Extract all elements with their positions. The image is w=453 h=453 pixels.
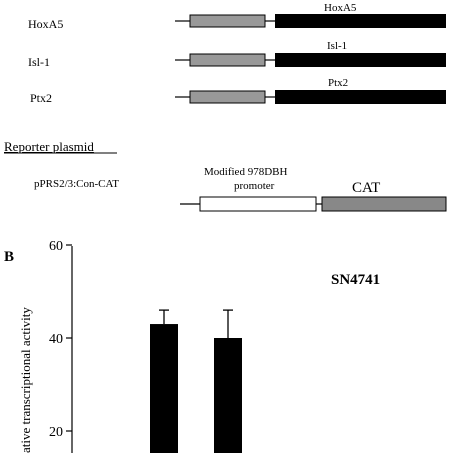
construct-label-hoxa5: HoxA5: [28, 17, 63, 31]
grey-segment-isl1: [189, 53, 266, 67]
y-axis-label: ative transcriptional activity: [18, 307, 33, 453]
chart-b: 20 40 60: [49, 239, 242, 453]
construct-ptx2: Ptx2 Ptx2: [30, 77, 446, 105]
grey-segment-hoxa5: [189, 14, 266, 28]
reporter-heading: Reporter plasmid: [4, 139, 94, 154]
promoter-box: [199, 196, 317, 212]
y-tick-label-40: 40: [49, 332, 63, 347]
cat-label: CAT: [352, 180, 380, 196]
reporter-name: pPRS2/3:Con-CAT: [34, 178, 119, 190]
cat-box: [321, 196, 447, 212]
bar-label-hoxa5: HoxA5: [324, 2, 357, 14]
bar-label-isl1: Isl-1: [327, 40, 347, 52]
y-tick-label-20: 20: [49, 425, 63, 440]
cell-line-label: SN4741: [331, 272, 380, 288]
bar-label-ptx2: Ptx2: [328, 77, 348, 89]
construct-hoxa5: HoxA5 HoxA5: [28, 2, 446, 31]
black-segment-hoxa5: [275, 14, 446, 28]
promoter-label-line2: promoter: [234, 180, 275, 192]
panel-letter-b: B: [4, 249, 14, 265]
black-segment-ptx2: [275, 90, 446, 104]
construct-label-ptx2: Ptx2: [30, 91, 52, 105]
grey-segment-ptx2: [189, 90, 266, 104]
y-tick-label-60: 60: [49, 239, 63, 254]
construct-label-isl1: Isl-1: [28, 55, 50, 69]
black-segment-isl1: [275, 53, 446, 67]
construct-isl1: Isl-1 Isl-1: [28, 40, 446, 69]
bar-2: [214, 338, 242, 453]
reporter-construct: Modified 978DBH promoter CAT: [180, 166, 447, 212]
bar-1: [150, 324, 178, 453]
promoter-label-line1: Modified 978DBH: [204, 166, 287, 178]
